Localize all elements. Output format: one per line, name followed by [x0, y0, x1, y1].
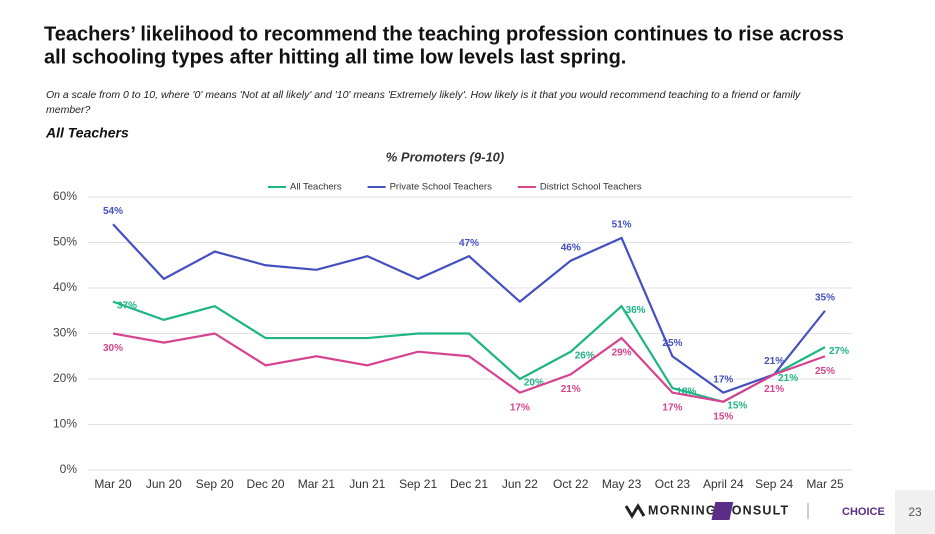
data-label: 17% [662, 402, 682, 413]
x-tick-label: Dec 20 [247, 477, 285, 491]
series-line [112, 300, 826, 403]
data-label: 15% [713, 411, 733, 422]
chart-title: % Promoters (9-10) [386, 149, 504, 164]
partner-logo [711, 502, 734, 520]
x-tick-label: Sep 21 [399, 477, 437, 491]
y-tick-label: 50% [53, 235, 77, 249]
series-line [112, 223, 826, 394]
page-number: 23 [908, 505, 922, 519]
data-label: 21% [778, 373, 798, 384]
data-label: 25% [662, 338, 682, 349]
x-tick-label: Sep 24 [755, 477, 793, 491]
data-label: 54% [103, 206, 123, 217]
data-label: 21% [561, 384, 581, 395]
data-label: 29% [612, 348, 632, 359]
x-tick-label: May 23 [602, 477, 642, 491]
data-label: 18% [676, 387, 696, 398]
data-label: 46% [561, 242, 581, 253]
y-tick-label: 10% [53, 417, 77, 431]
data-label: 47% [459, 238, 479, 249]
data-label: 17% [713, 374, 733, 385]
segment-label: All Teachers [45, 125, 129, 141]
legend-label: Private School Teachers [390, 182, 493, 193]
y-tick-label: 60% [53, 189, 77, 203]
data-label: 17% [510, 402, 530, 413]
data-label: 27% [829, 346, 849, 357]
x-tick-label: Jun 22 [502, 477, 538, 491]
y-tick-label: 20% [53, 371, 77, 385]
question: On a scale from 0 to 10, where '0' means… [46, 89, 801, 101]
data-label: 15% [727, 400, 747, 411]
y-tick-label: 30% [53, 326, 77, 340]
x-tick-label: Jun 21 [349, 477, 385, 491]
x-tick-label: Mar 20 [94, 477, 132, 491]
title: Teachers’ likelihood to recommend the te… [44, 23, 844, 45]
legend-label: District School Teachers [540, 182, 642, 193]
data-label: 51% [612, 220, 632, 231]
data-label: 37% [117, 300, 137, 311]
brand-logo [624, 503, 646, 519]
series-line [112, 332, 826, 403]
chart: 0% 10% 20% 30% 40% 50% 60% Mar 20 Jun 20 Sep 20 De… [53, 182, 852, 491]
question: member? [46, 104, 91, 116]
data-label: 20% [524, 378, 544, 389]
data-label: 21% [764, 356, 784, 367]
x-tick-label: Sep 20 [196, 477, 234, 491]
data-label: 21% [764, 384, 784, 395]
data-label: 25% [815, 366, 835, 377]
title: all schooling types after hitting all ti… [44, 46, 626, 68]
y-tick-label: 40% [53, 280, 77, 294]
x-tick-label: Mar 25 [806, 477, 844, 491]
legend-label: All Teachers [290, 182, 342, 193]
x-tick-label: Dec 21 [450, 477, 488, 491]
x-tick-label: Oct 23 [655, 477, 691, 491]
page-number-box [895, 490, 935, 534]
x-tick-label: Oct 22 [553, 477, 589, 491]
data-label: 35% [815, 292, 835, 303]
x-tick-label: Mar 21 [298, 477, 336, 491]
x-tick-label: Jun 20 [146, 477, 182, 491]
data-label: 30% [103, 343, 123, 354]
data-label: 26% [575, 350, 595, 361]
partner: CHOICE [842, 506, 885, 518]
y-tick-label: 0% [60, 462, 78, 476]
data-label: 36% [626, 305, 646, 316]
x-tick-label: April 24 [703, 477, 744, 491]
